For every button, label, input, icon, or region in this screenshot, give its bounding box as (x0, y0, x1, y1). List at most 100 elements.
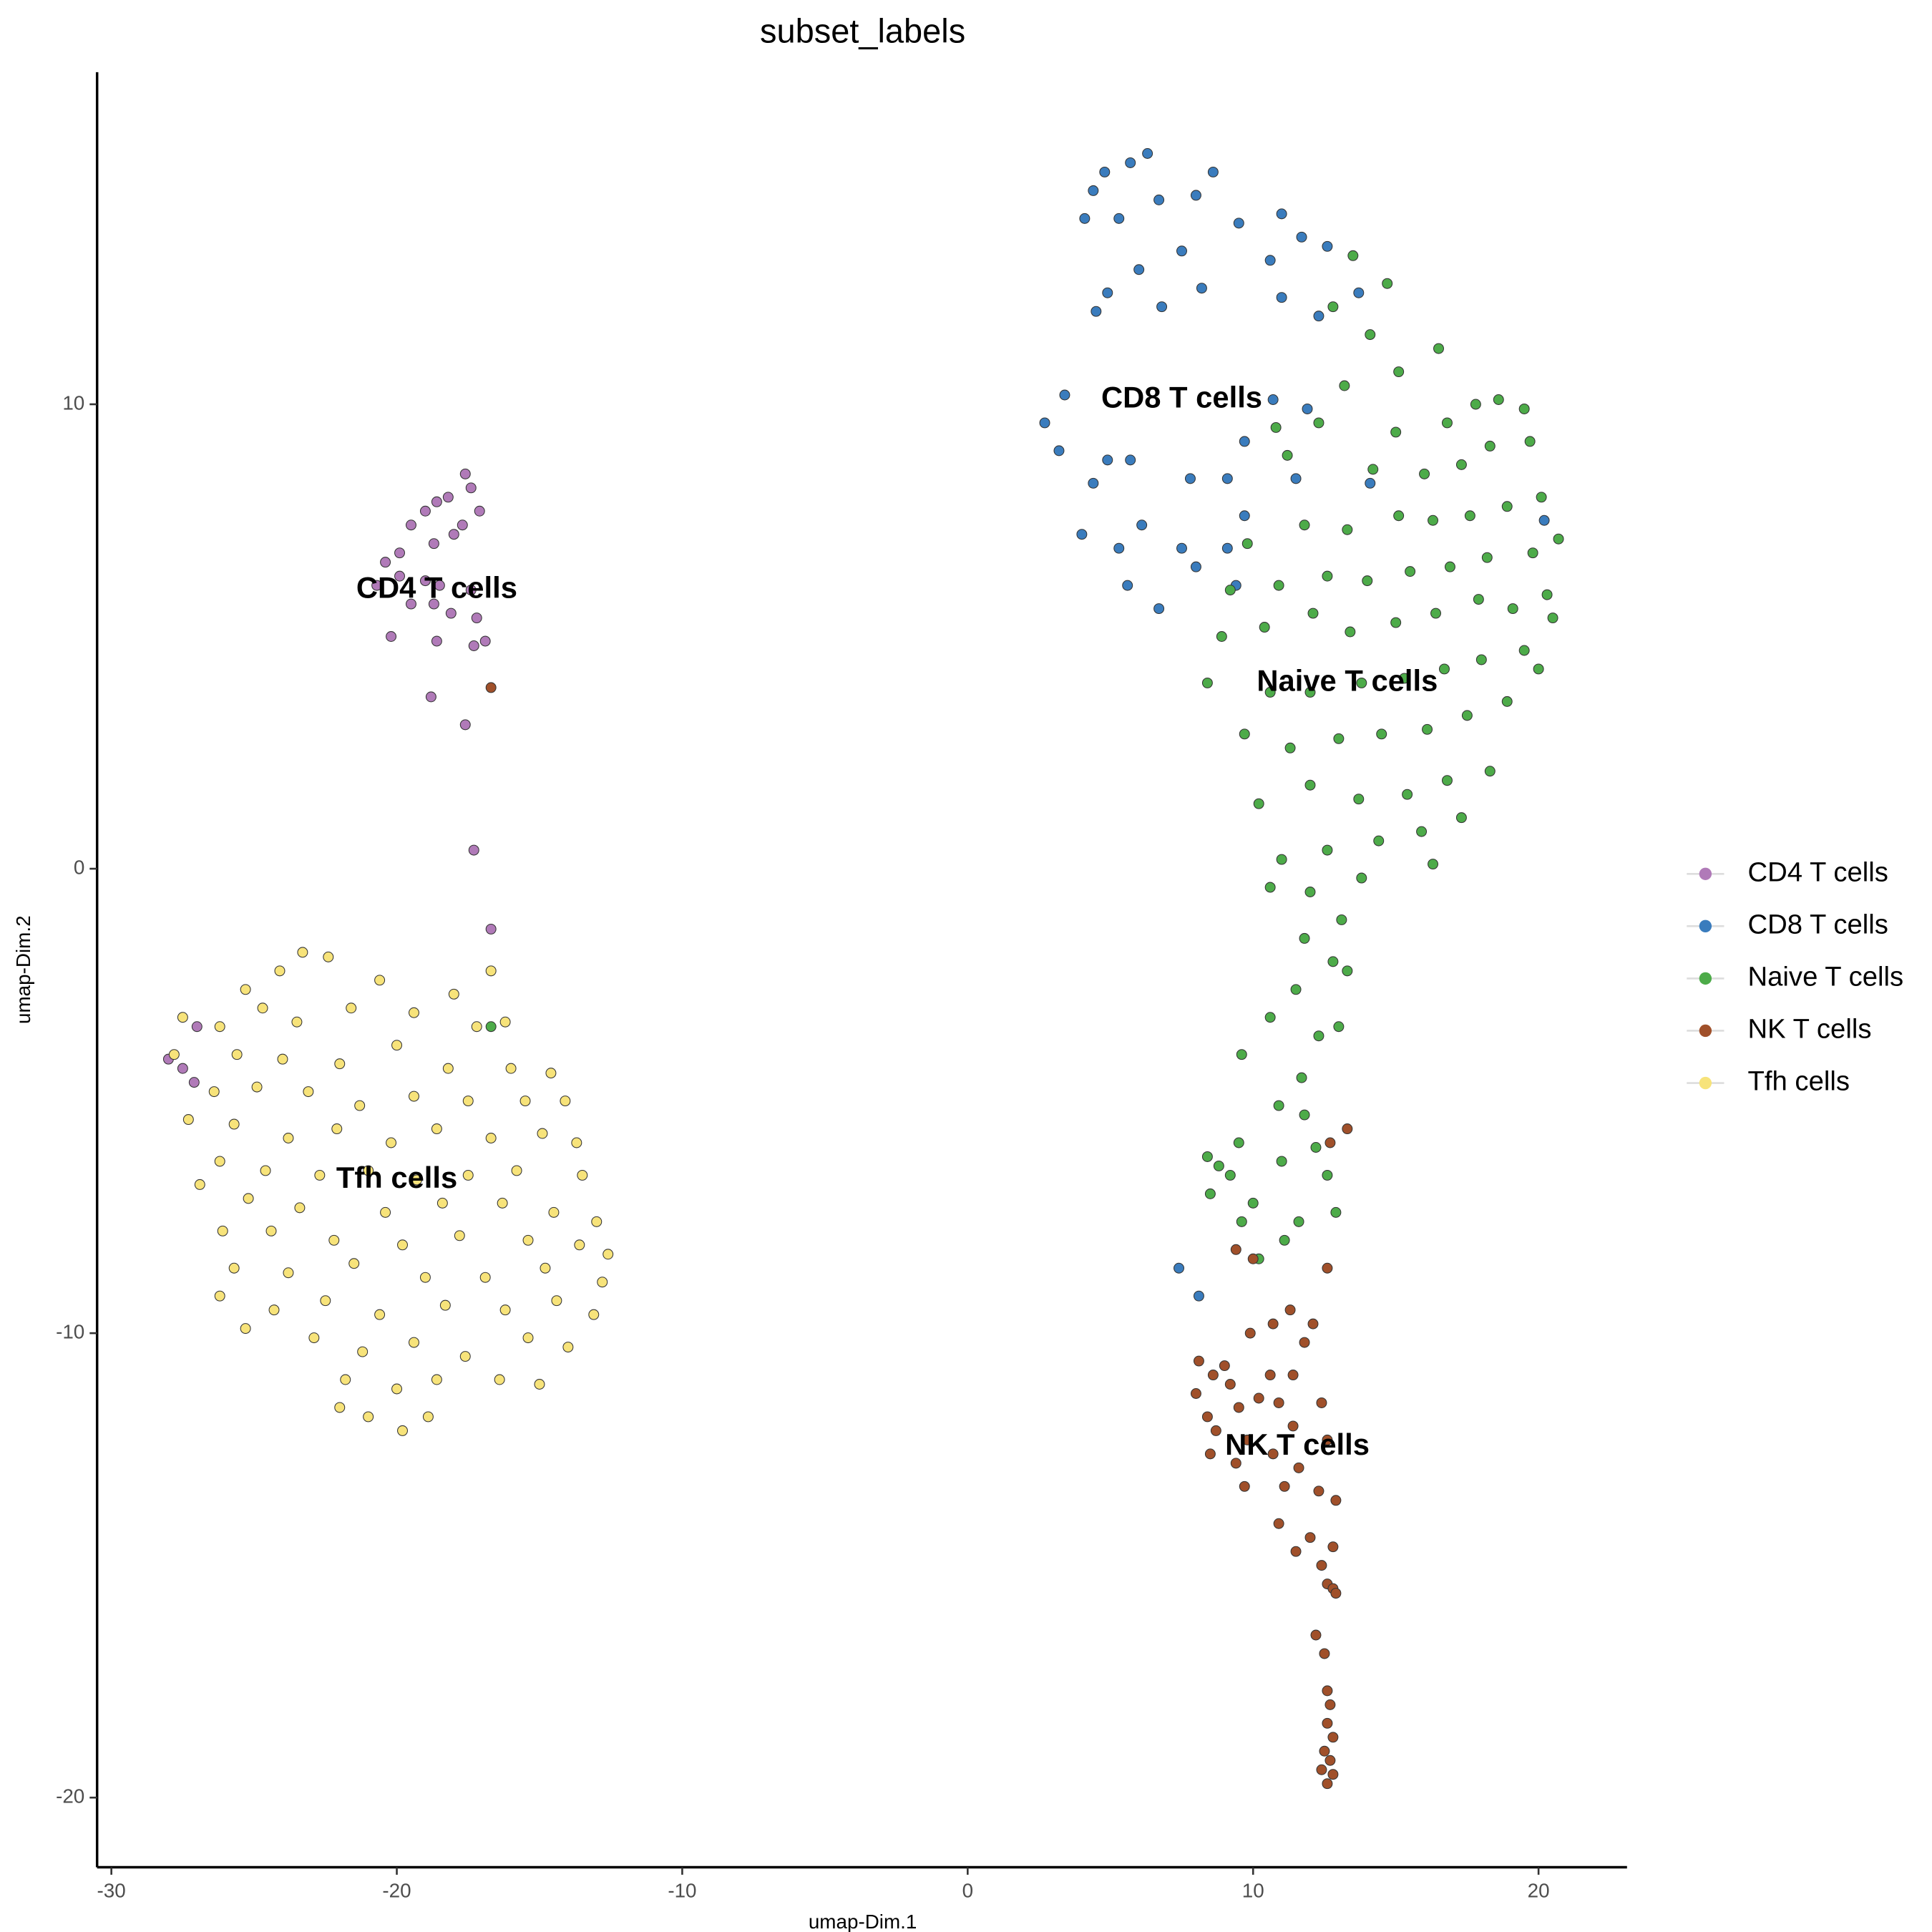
data-point (419, 575, 431, 587)
data-point (217, 1225, 228, 1236)
data-point (1353, 287, 1365, 298)
data-point (428, 538, 439, 550)
data-point (1319, 1648, 1330, 1659)
data-point (1233, 1137, 1244, 1148)
data-point (1253, 798, 1264, 809)
data-point (1527, 547, 1538, 559)
x-tick-label: 10 (1242, 1880, 1264, 1902)
legend-key (1699, 972, 1712, 985)
data-point (1267, 1448, 1279, 1460)
data-point (462, 1169, 474, 1181)
data-point (428, 598, 439, 610)
legend-label: CD4 T cells (1748, 857, 1888, 887)
x-axis-title: umap-Dim.1 (809, 1911, 917, 1932)
data-point (1518, 403, 1530, 414)
data-point (1273, 1397, 1284, 1408)
data-point (268, 1304, 280, 1316)
y-axis-title: umap-Dim.2 (12, 915, 34, 1024)
data-point (1327, 1732, 1339, 1743)
data-point (1239, 436, 1250, 447)
data-point (1284, 742, 1296, 753)
data-point (1313, 311, 1324, 322)
data-point (334, 1058, 346, 1070)
data-point (303, 1086, 314, 1098)
data-point (497, 1197, 508, 1209)
data-point (1342, 524, 1353, 535)
data-point (1322, 1778, 1333, 1790)
data-point (431, 1374, 442, 1385)
data-point (1322, 1262, 1333, 1274)
data-point (448, 529, 459, 540)
data-point (1264, 1370, 1276, 1381)
data-point (1233, 1402, 1244, 1413)
x-tick-label: -30 (97, 1880, 126, 1902)
data-point (1204, 1448, 1216, 1460)
data-point (1088, 477, 1099, 489)
data-point (1339, 380, 1350, 391)
data-point (1342, 1123, 1353, 1135)
data-point (1484, 440, 1496, 452)
data-point (1382, 278, 1393, 289)
data-point (1122, 580, 1133, 591)
data-point (1533, 663, 1544, 675)
data-point (1224, 585, 1236, 596)
data-point (354, 1100, 366, 1111)
x-tick-label: -20 (382, 1880, 411, 1902)
data-point (294, 1202, 306, 1214)
data-point (1327, 1541, 1339, 1553)
data-point (308, 1332, 320, 1344)
data-point (560, 1096, 571, 1107)
data-point (1336, 914, 1347, 925)
data-point (1193, 1290, 1204, 1302)
data-point (602, 1249, 614, 1260)
data-point (340, 1374, 351, 1385)
data-point (537, 1128, 548, 1139)
data-point (1284, 1304, 1296, 1316)
data-point (1524, 436, 1536, 447)
legend-key (1699, 867, 1712, 880)
data-point (1099, 166, 1111, 177)
data-point (1365, 329, 1376, 341)
data-point (422, 1411, 434, 1423)
legend-label: CD8 T cells (1748, 909, 1888, 940)
data-point (1293, 1216, 1304, 1227)
data-point (1204, 1188, 1216, 1199)
data-point (348, 1258, 360, 1269)
data-point (1196, 283, 1207, 294)
data-point (1102, 287, 1113, 298)
data-point (1538, 514, 1550, 526)
data-point (540, 1262, 551, 1274)
data-point (363, 1411, 374, 1423)
data-point (1319, 1745, 1330, 1757)
data-point (574, 1239, 585, 1251)
data-point (459, 719, 471, 731)
legend-label: NK T cells (1748, 1014, 1872, 1045)
data-point (391, 1040, 403, 1051)
data-point (1201, 677, 1213, 688)
data-point (551, 1295, 562, 1307)
data-point (1405, 566, 1416, 577)
data-point (1322, 570, 1333, 582)
data-point (240, 1323, 251, 1335)
data-point (1264, 1012, 1276, 1023)
data-point (1273, 1518, 1284, 1529)
data-point (425, 691, 436, 703)
data-point (1296, 1072, 1307, 1083)
data-point (394, 570, 406, 582)
legend-key (1699, 1076, 1712, 1090)
data-point (534, 1379, 545, 1390)
data-point (1501, 501, 1513, 512)
data-point (1330, 1495, 1342, 1506)
data-point (1190, 561, 1201, 572)
data-point (1322, 1169, 1333, 1181)
x-tick-label: 20 (1528, 1880, 1550, 1902)
data-point (548, 1206, 560, 1218)
data-point (459, 468, 471, 479)
data-point (1304, 887, 1316, 897)
data-point (468, 844, 479, 856)
data-point (1393, 366, 1405, 378)
data-point (1053, 445, 1065, 457)
legend-label: Tfh cells (1748, 1066, 1850, 1097)
data-point (1279, 1234, 1290, 1246)
